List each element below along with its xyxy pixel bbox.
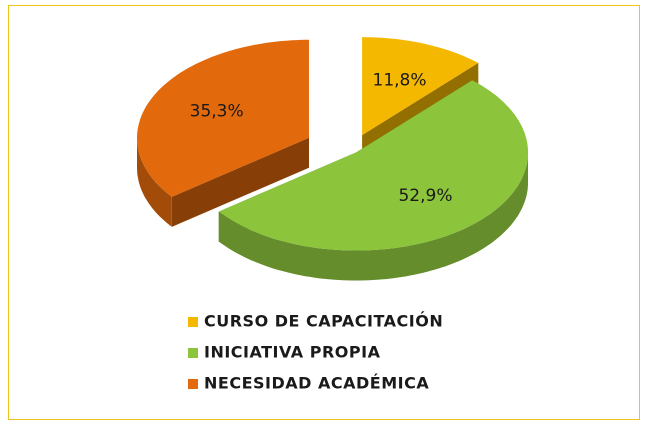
- legend-label: CURSO DE CAPACITACIÓN: [204, 312, 443, 331]
- legend-swatch: [188, 348, 198, 358]
- data-label: 11,8%: [373, 70, 427, 90]
- legend-label: NECESIDAD ACADÉMICA: [204, 374, 429, 393]
- slice: [137, 39, 309, 197]
- legend-label: INICIATIVA PROPIA: [204, 343, 381, 362]
- legend-swatch: [188, 379, 198, 389]
- slice: [362, 37, 479, 136]
- slice: [218, 80, 529, 251]
- slice-wall: [218, 152, 529, 281]
- data-label: 52,9%: [398, 186, 452, 206]
- slice-wall: [137, 137, 172, 227]
- data-label: 35,3%: [190, 102, 244, 122]
- slice-side: [171, 137, 309, 227]
- legend-swatch: [188, 317, 198, 327]
